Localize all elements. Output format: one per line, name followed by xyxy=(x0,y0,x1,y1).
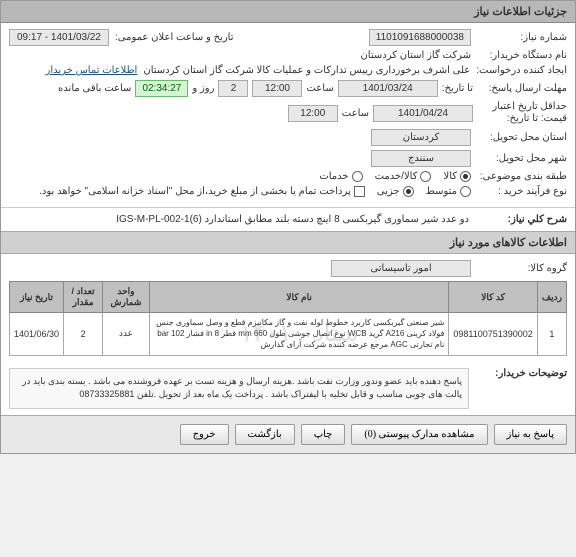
cell-code: 0981100751390002 xyxy=(449,313,537,356)
check-treasury-box xyxy=(354,186,365,197)
radio-minor-label: جزیی xyxy=(377,186,400,197)
buyer-label: نام دستگاه خریدار: xyxy=(477,50,567,61)
cell-row: 1 xyxy=(537,313,566,356)
cell-date: 1401/06/30 xyxy=(10,313,64,356)
th-date: تاریخ نیاز xyxy=(10,282,64,313)
header-title: جزئیات اطلاعات نیاز xyxy=(474,6,567,18)
validity-time: 12:00 xyxy=(288,105,338,122)
deadline-label: مهلت ارسال پاسخ: xyxy=(477,83,567,94)
exit-button[interactable]: خروج xyxy=(180,424,229,445)
check-treasury[interactable]: پرداخت تمام یا بخشی از مبلغ خرید،از محل … xyxy=(39,186,365,197)
th-unit: واحد شمارش xyxy=(103,282,150,313)
table-row: 1 0981100751390002 شیر صنعتی گیربکسی کار… xyxy=(10,313,567,356)
th-name: نام کالا xyxy=(149,282,449,313)
cell-name-text: شیر صنعتی گیربکسی کاربرد خطوط لوله نفت و… xyxy=(156,318,444,349)
items-table: ردیف کد کالا نام کالا واحد شمارش تعداد /… xyxy=(9,281,567,356)
province-value: کردستان xyxy=(371,129,471,146)
row-need-number: شماره نیاز: 1101091688000038 تاریخ و ساع… xyxy=(9,29,567,46)
validity-label: حداقل تاریخ اعتبار قیمت: تا تاریخ: xyxy=(477,101,567,125)
page-header: جزئیات اطلاعات نیاز xyxy=(1,1,575,23)
radio-minor[interactable]: جزیی xyxy=(377,186,414,197)
remaining-label: ساعت باقی مانده xyxy=(58,83,131,94)
radio-goods-circle xyxy=(460,171,471,182)
cell-unit: عدد xyxy=(103,313,150,356)
deadline-time-label: ساعت xyxy=(306,83,333,94)
th-code: کد کالا xyxy=(449,282,537,313)
description-row: شرح کلي نیاز: دو عدد شیر سماوری گیربکسی … xyxy=(1,207,575,231)
notes-row: توضیحات خریدار: پاسخ دهنده باید عضو وندو… xyxy=(1,362,575,415)
city-value: سنندج xyxy=(371,150,471,167)
cell-name: شیر صنعتی گیربکسی کاربرد خطوط لوله نفت و… xyxy=(149,313,449,356)
buyer-name: شرکت گاز استان کردستان xyxy=(360,50,471,61)
deadline-time: 12:00 xyxy=(252,80,302,97)
validity-date: 1401/04/24 xyxy=(373,105,473,122)
items-section: گروه کالا: امور تاسیساتی ردیف کد کالا نا… xyxy=(1,254,575,362)
attachments-button[interactable]: مشاهده مدارک پیوستی (0) xyxy=(351,424,487,445)
row-purchase-type: نوع فرآیند خرید : متوسط جزیی پرداخت تمام… xyxy=(9,186,567,197)
radio-goods-service[interactable]: کالا/خدمت xyxy=(375,171,432,182)
th-row: ردیف xyxy=(537,282,566,313)
row-creator: ایجاد کننده درخواست: علی اشرف برخورداری … xyxy=(9,65,567,76)
radio-services-circle xyxy=(352,171,363,182)
category-radio-group: کالا کالا/خدمت خدمات xyxy=(319,171,471,182)
purchase-type-label: نوع فرآیند خرید : xyxy=(477,186,567,197)
radio-goods-label: کالا xyxy=(443,171,457,182)
row-buyer: نام دستگاه خریدار: شرکت گاز استان کردستا… xyxy=(9,50,567,61)
group-value: امور تاسیساتی xyxy=(331,260,471,277)
contact-link[interactable]: اطلاعات تماس خریدار xyxy=(45,65,137,76)
announce-value: 1401/03/22 - 09:17 xyxy=(9,29,109,46)
row-group: گروه کالا: امور تاسیساتی xyxy=(9,260,567,277)
category-label: طبقه بندی موضوعی: xyxy=(477,171,567,182)
table-header-row: ردیف کد کالا نام کالا واحد شمارش تعداد /… xyxy=(10,282,567,313)
row-deadline: مهلت ارسال پاسخ: تا تاریخ: 1401/03/24 سا… xyxy=(9,80,567,97)
purchase-type-group: متوسط جزیی پرداخت تمام یا بخشی از مبلغ خ… xyxy=(39,186,471,197)
radio-minor-circle xyxy=(403,186,414,197)
back-button[interactable]: بازگشت xyxy=(235,424,295,445)
print-button[interactable]: چاپ xyxy=(301,424,346,445)
deadline-to-label: تا تاریخ: xyxy=(442,83,473,94)
description-text: دو عدد شیر سماوری گیربکسی 8 اینچ دسته بل… xyxy=(116,214,469,225)
radio-goods[interactable]: کالا xyxy=(443,171,471,182)
days-label: روز و xyxy=(192,83,214,94)
validity-label-1: حداقل تاریخ اعتبار xyxy=(492,101,567,112)
radio-services[interactable]: خدمات xyxy=(319,171,362,182)
check-treasury-label: پرداخت تمام یا بخشی از مبلغ خرید،از محل … xyxy=(39,186,351,197)
notes-text: پاسخ دهنده باید عضو وندور وزارت نفت باشد… xyxy=(9,368,469,409)
th-qty: تعداد / مقدار xyxy=(64,282,103,313)
creator-label: ایجاد کننده درخواست: xyxy=(476,65,567,76)
row-validity: حداقل تاریخ اعتبار قیمت: تا تاریخ: 1401/… xyxy=(9,101,567,125)
days-value: 2 xyxy=(218,80,248,97)
row-category: طبقه بندی موضوعی: کالا کالا/خدمت خدمات xyxy=(9,171,567,182)
respond-button[interactable]: پاسخ به نیاز xyxy=(494,424,568,445)
row-city: شهر محل تحویل: سنندج xyxy=(9,150,567,167)
button-bar: پاسخ به نیاز مشاهده مدارک پیوستی (0) چاپ… xyxy=(1,415,575,453)
deadline-date: 1401/03/24 xyxy=(338,80,438,97)
creator-name: علی اشرف برخورداری رییس تدارکات و عملیات… xyxy=(143,65,470,76)
description-label: شرح کلي نیاز: xyxy=(477,214,567,225)
radio-services-label: خدمات xyxy=(319,171,348,182)
info-section: شماره نیاز: 1101091688000038 تاریخ و ساع… xyxy=(1,23,575,207)
countdown-timer: 02:34:27 xyxy=(135,80,188,97)
radio-medium[interactable]: متوسط xyxy=(426,186,471,197)
announce-label: تاریخ و ساعت اعلان عمومی: xyxy=(115,32,234,43)
radio-medium-label: متوسط xyxy=(426,186,457,197)
cell-qty: 2 xyxy=(64,313,103,356)
validity-label-2: قیمت: تا تاریخ: xyxy=(507,113,567,124)
need-number-label: شماره نیاز: xyxy=(477,32,567,43)
notes-label: توضیحات خریدار: xyxy=(477,368,567,409)
items-header: اطلاعات کالاهای مورد نیاز xyxy=(1,231,575,254)
need-number-value: 1101091688000038 xyxy=(369,29,471,46)
group-label: گروه کالا: xyxy=(477,263,567,274)
radio-goods-service-label: کالا/خدمت xyxy=(375,171,418,182)
radio-medium-circle xyxy=(460,186,471,197)
row-province: استان محل تحویل: کردستان xyxy=(9,129,567,146)
province-label: استان محل تحویل: xyxy=(477,132,567,143)
city-label: شهر محل تحویل: xyxy=(477,153,567,164)
main-container: جزئیات اطلاعات نیاز شماره نیاز: 11010916… xyxy=(0,0,576,454)
validity-time-label: ساعت xyxy=(342,108,369,119)
radio-goods-service-circle xyxy=(420,171,431,182)
